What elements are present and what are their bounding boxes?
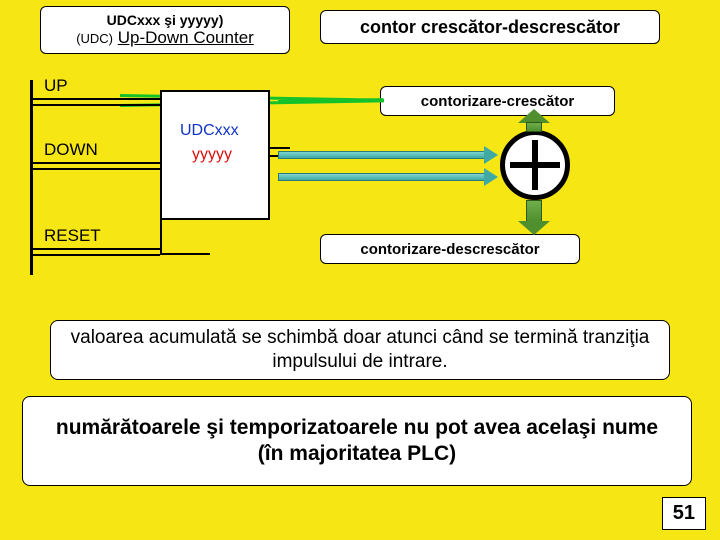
arrow-to-plus-bot [278,172,498,182]
ladder-diagram: UP DOWN RESET UDCxxx yyyyy [30,70,290,290]
title-prefix: (UDC) [76,31,113,46]
wire-up [33,98,160,106]
warning-text: numărătoarele şi temporizatoarele nu pot… [56,415,658,468]
terminal-down: DOWN [44,140,98,160]
label-count-up: contorizare-crescător [380,86,615,116]
page-number: 51 [662,497,706,530]
reset-drop [160,220,162,255]
title-line2: (UDC) Up-Down Counter [76,28,254,48]
plus-icon [500,130,570,200]
counter-preset: yyyyy [192,146,232,164]
reset-stub [160,253,210,255]
main-label: contor crescător-descrescător [320,10,660,44]
note-box: valoarea acumulată se schimbă doar atunc… [50,320,670,380]
title-box: UDCxxx şi yyyyy) (UDC) Up-Down Counter [40,6,290,54]
warning-box: numărătoarele şi temporizatoarele nu pot… [22,396,692,486]
wire-reset [33,248,160,256]
terminal-up: UP [44,76,68,96]
title-line1: UDCxxx şi yyyyy) [107,12,224,28]
arrow-to-plus-top [278,150,498,160]
terminal-reset: RESET [44,226,101,246]
left-rail [30,80,33,275]
counter-name: UDCxxx [180,122,239,140]
title-main: Up-Down Counter [118,28,254,47]
counter-block: UDCxxx yyyyy [160,90,270,220]
label-count-down: contorizare-descrescător [320,234,580,264]
wire-down [33,162,160,170]
